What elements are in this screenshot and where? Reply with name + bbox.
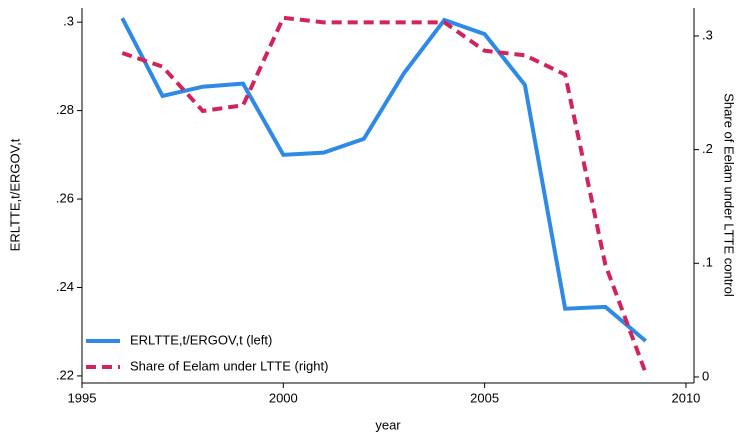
y2-axis-label: Share of Eelam under LTTE control [722, 93, 737, 297]
y-tick-label: .26 [56, 190, 74, 205]
x-tick-label: 2000 [269, 390, 298, 405]
x-tick-label: 2010 [671, 390, 700, 405]
x-axis-label: year [375, 417, 401, 432]
y2-tick-label: 0 [702, 368, 709, 383]
series-line [121, 15, 648, 374]
legend-box [84, 328, 364, 380]
x-tick-label: 2005 [470, 390, 499, 405]
y-tick-label: .28 [56, 102, 74, 117]
y-tick-label: .3 [63, 14, 74, 29]
y-axis-label: ERLTTE,t/ERGOV,t [7, 138, 22, 251]
y-tick-label: .24 [56, 279, 74, 294]
y2-tick-label: .1 [702, 255, 713, 270]
series-line [120, 17, 647, 343]
y2-tick-label: .3 [702, 27, 713, 42]
x-tick-label: 1995 [68, 390, 97, 405]
y2-tick-label: .2 [702, 141, 713, 156]
y-tick-label: .22 [56, 367, 74, 382]
legend-label: Share of Eelam under LTTE (right) [130, 358, 328, 373]
legend-label: ERLTTE,t/ERGOV,t (left) [130, 332, 272, 347]
